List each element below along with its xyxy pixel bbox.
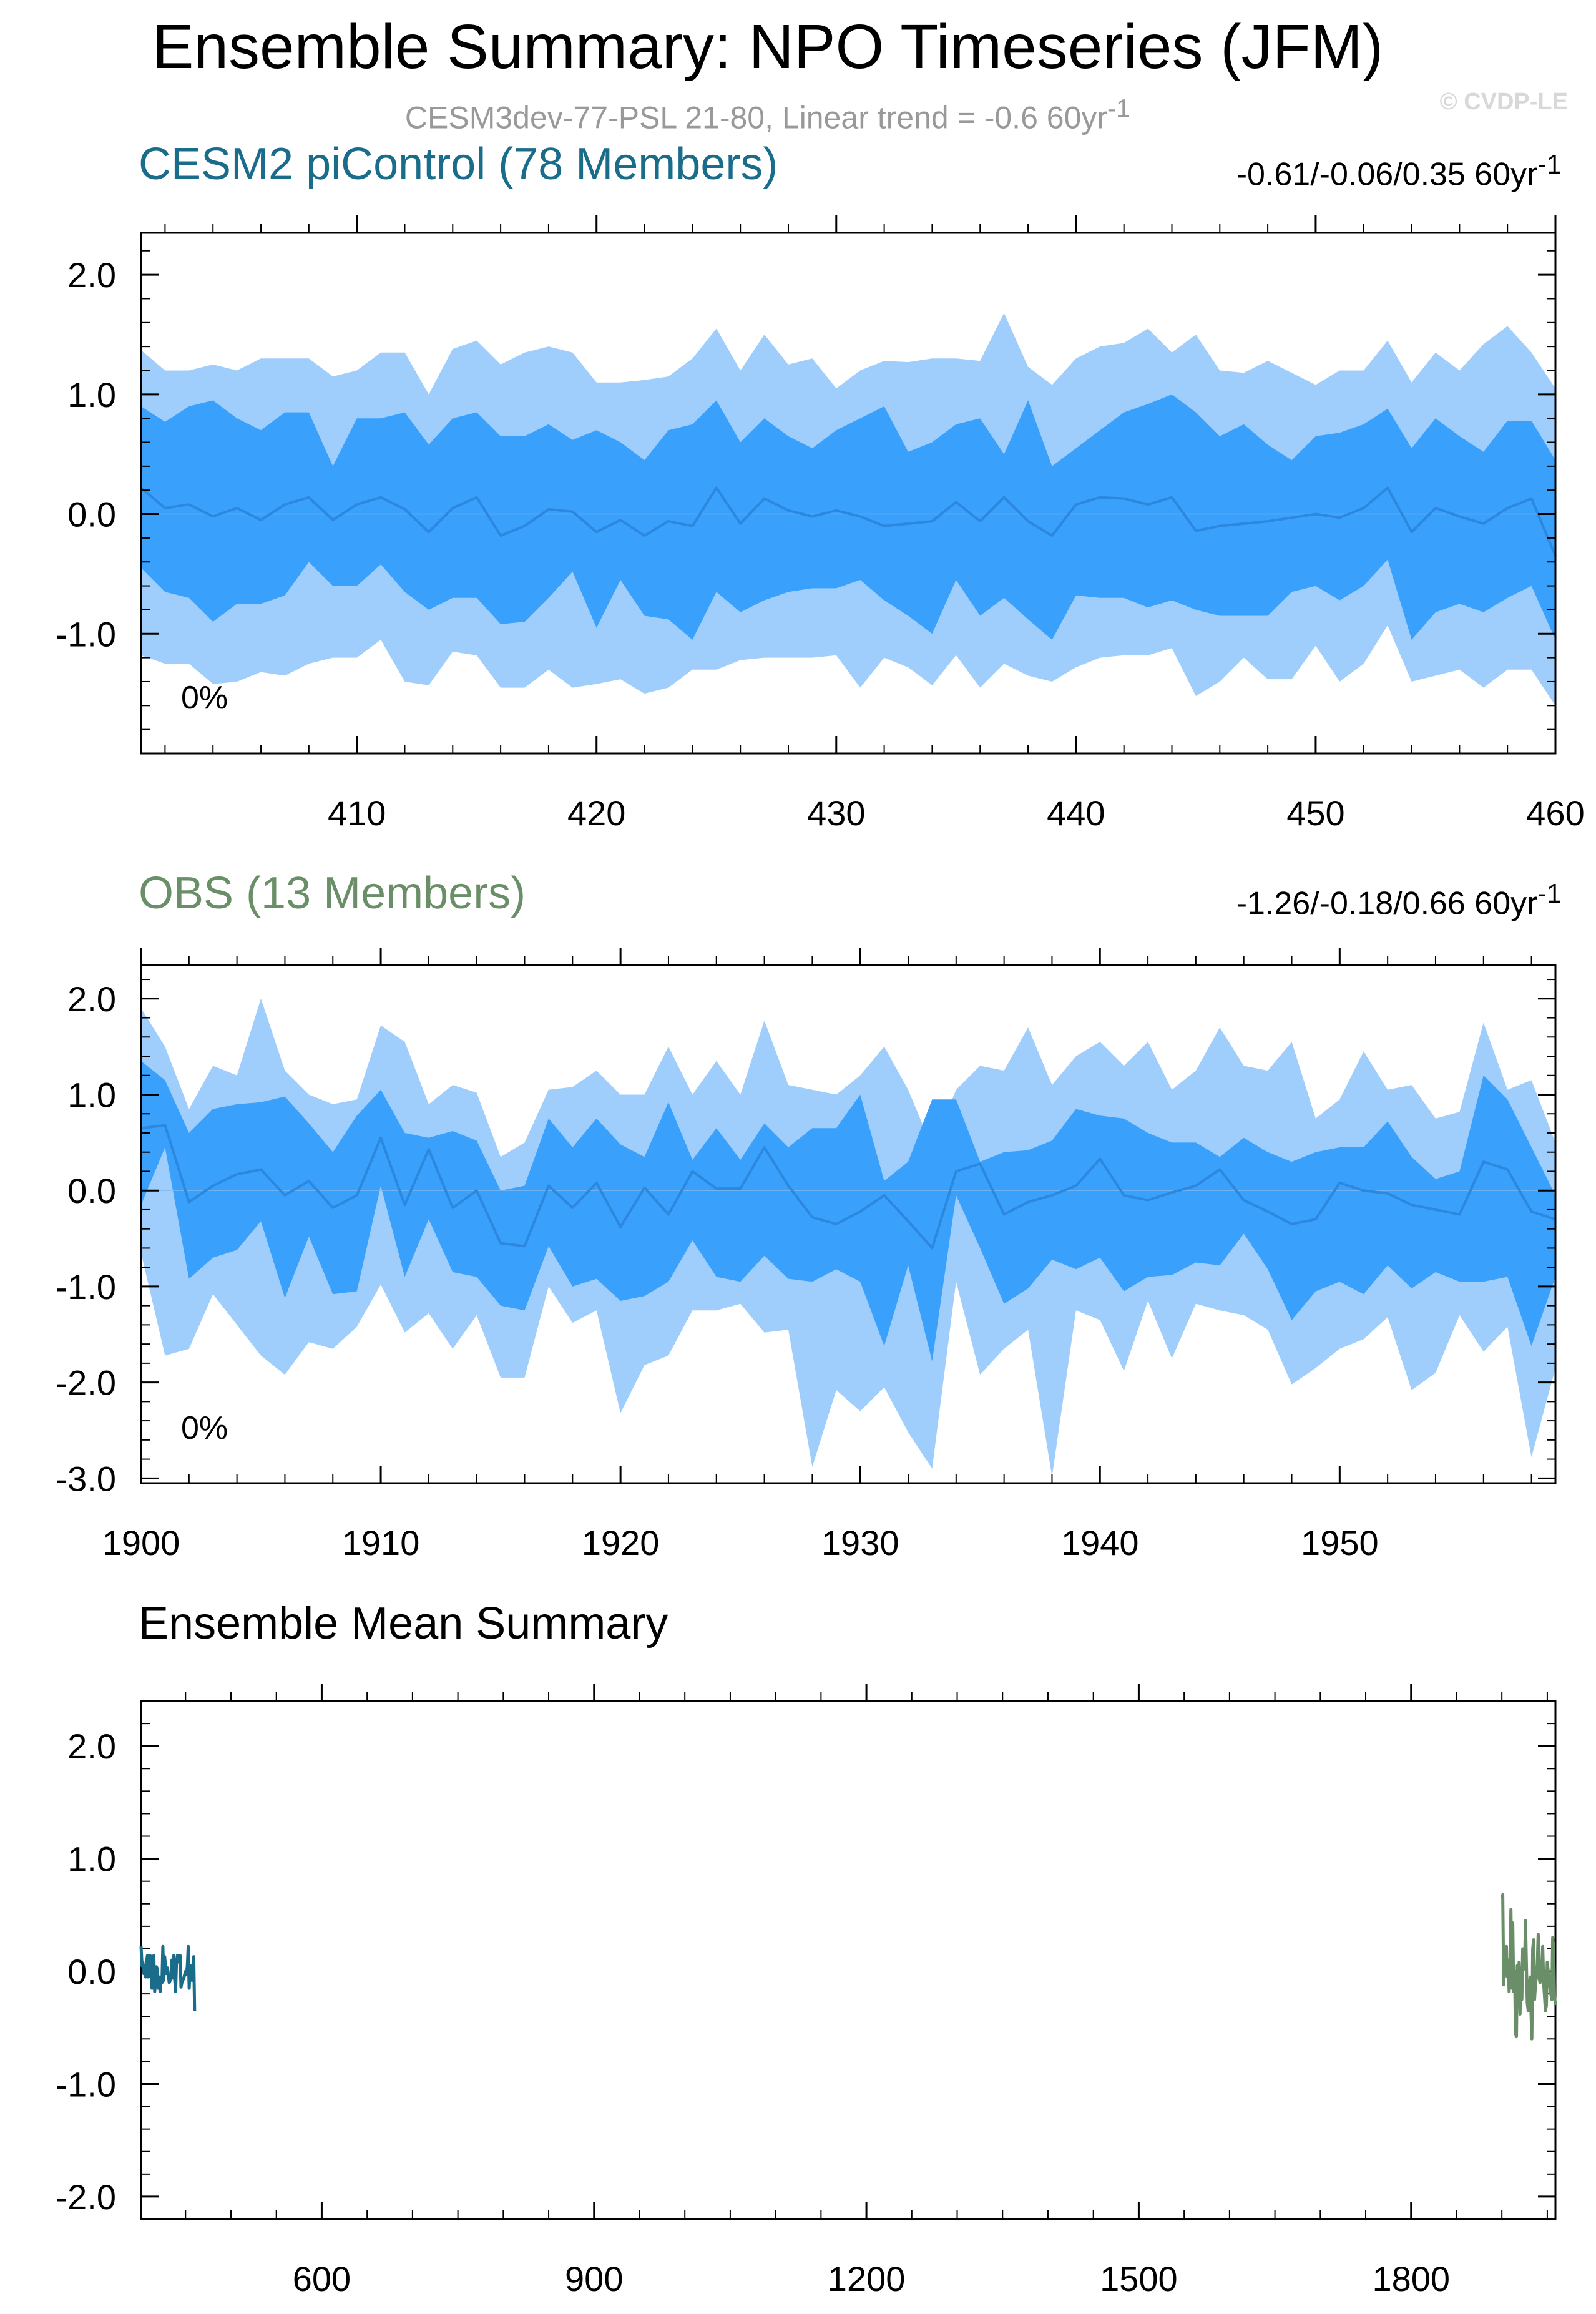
subtitle-text: CESM3dev-77-PSL 21-80, Linear trend = -0… [404,100,1108,135]
panel2-x-tick-label: 1910 [342,1523,420,1562]
panel3-y-tick-label: -2.0 [56,2177,117,2217]
panel2-x-tick-label: 1900 [102,1523,180,1562]
panel1-y-tick-label: 0.0 [67,495,116,534]
panel3-x-tick-label: 1800 [1372,2259,1450,2298]
panel3-y-tick-label: 1.0 [67,1840,116,1879]
panel2-stats-text: -1.26/-0.18/0.66 60yr [1236,885,1538,922]
chart-subtitle: CESM3dev-77-PSL 21-80, Linear trend = -0… [0,94,1535,136]
panel1-x-tick-label: 460 [1526,793,1584,833]
panel3-series-obs [1500,1893,1557,2041]
panel1-percent-label: 0% [181,680,228,716]
panel3-x-tick-label: 600 [293,2259,351,2298]
panel2-y-tick-label: -1.0 [56,1267,117,1307]
panel2-y-tick-label: -3.0 [56,1459,117,1498]
panel1-y-tick-label: 1.0 [67,375,116,414]
panel3-y-tick-label: 2.0 [67,1727,116,1766]
panel2-y-tick-label: -2.0 [56,1363,117,1403]
panel3-series-model [139,1944,197,2011]
panel2-stats-superscript: -1 [1537,879,1562,909]
panel3-y-tick-label: 0.0 [67,1952,116,1991]
panel1-stats-text: -0.61/-0.06/0.35 60yr [1236,156,1538,193]
panel2-mean-line [140,1124,1556,1250]
panel3-y-tick-label: -1.0 [56,2064,117,2104]
panel1-y-tick-label: -1.0 [56,614,117,654]
panel2-x-tick-label: 1940 [1061,1523,1139,1562]
panel2-stats: -1.26/-0.18/0.66 60yr-1 [1236,879,1562,922]
panel2-inner-band [141,1061,1555,1361]
panel1-title: CESM2 piControl (78 Members) [139,139,778,189]
panel3-x-tick-label: 1500 [1100,2259,1178,2298]
panel1-x-tick-label: 440 [1047,793,1105,833]
panel1-x-tick-label: 410 [328,793,386,833]
watermark-label: © CVDP-LE [1439,89,1568,115]
panel2-frame [140,964,1557,1484]
panel2-y-tick-label: 1.0 [67,1076,116,1115]
panel1-frame [140,232,1557,755]
panel2-percent-label: 0% [181,1410,228,1446]
panel2-y-tick-label: 2.0 [67,979,116,1019]
panel1-x-tick-label: 450 [1286,793,1344,833]
panel1-mean-line [140,486,1557,557]
panel3-frame [140,1700,1557,2220]
panel1-stats-superscript: -1 [1537,150,1562,180]
panel1-stats: -0.61/-0.06/0.35 60yr-1 [1236,150,1562,193]
panel2-x-tick-label: 1920 [582,1523,660,1562]
panel3-x-tick-label: 900 [565,2259,623,2298]
panel2-y-tick-label: 0.0 [67,1171,116,1210]
panel1-y-tick-label: 2.0 [67,255,116,295]
chart-title: Ensemble Summary: NPO Timeseries (JFM) [152,12,1384,82]
panel2-x-tick-label: 1950 [1301,1523,1379,1562]
panel1-x-tick-label: 420 [567,793,625,833]
subtitle-superscript: -1 [1107,94,1131,123]
panel2-title: OBS (13 Members) [139,868,526,918]
panel3-x-tick-label: 1200 [828,2259,906,2298]
panel2-x-tick-label: 1930 [821,1523,899,1562]
panel3-title: Ensemble Mean Summary [139,1599,668,1649]
panel1-x-tick-label: 430 [807,793,865,833]
panel1-inner-band [141,394,1555,640]
